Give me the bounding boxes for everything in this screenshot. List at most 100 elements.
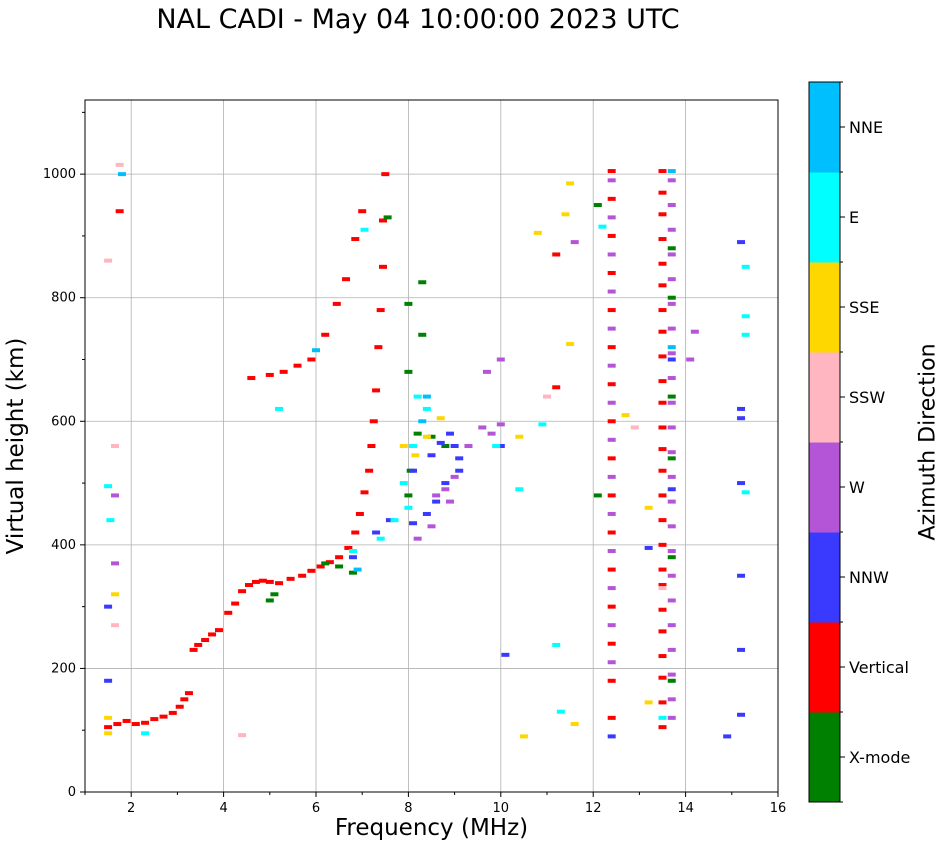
colorbar-segment-sse (809, 262, 840, 353)
data-point (658, 354, 667, 359)
data-point (607, 586, 616, 591)
data-point (658, 400, 667, 405)
data-point (104, 484, 113, 489)
data-point (358, 209, 367, 214)
data-point (251, 579, 260, 584)
data-point (607, 660, 616, 665)
x-tick-label: 10 (493, 801, 510, 816)
data-point (189, 647, 198, 652)
data-point (275, 406, 284, 411)
y-tick-label: 800 (51, 291, 76, 306)
data-point (422, 511, 431, 516)
data-point (409, 521, 418, 526)
data-point (658, 607, 667, 612)
data-point (270, 592, 279, 597)
data-point (111, 623, 120, 628)
data-point (404, 493, 413, 498)
y-axis-label: Virtual height (km) (3, 337, 29, 555)
data-point (607, 715, 616, 720)
data-point (658, 700, 667, 705)
data-point (376, 536, 385, 541)
azimuth-colorbar: X-mode Vertical NNW W SSW SSE E NNE (808, 81, 910, 803)
data-point (607, 530, 616, 535)
data-point (621, 413, 630, 418)
data-point (658, 329, 667, 334)
data-point (607, 549, 616, 554)
data-point (667, 394, 676, 399)
data-point (667, 672, 676, 677)
data-point (658, 283, 667, 288)
data-point (381, 172, 390, 177)
data-point (104, 258, 113, 263)
data-point (741, 490, 750, 495)
data-point (538, 422, 547, 427)
data-point (566, 181, 575, 186)
data-point (737, 481, 746, 486)
data-point (658, 629, 667, 634)
data-point (159, 714, 168, 719)
data-point (450, 444, 459, 448)
data-point (335, 564, 344, 569)
data-point (293, 363, 302, 368)
data-point (275, 581, 284, 586)
data-point (667, 623, 676, 628)
data-point (644, 505, 653, 510)
data-point (413, 536, 422, 541)
y-tick-label: 400 (51, 538, 76, 553)
data-point (658, 212, 667, 217)
data-point (667, 598, 676, 603)
data-point (224, 610, 233, 615)
data-point (658, 542, 667, 547)
x-tick-label: 4 (219, 801, 227, 816)
data-point (690, 329, 699, 334)
data-point (607, 734, 616, 739)
data-point (409, 444, 418, 448)
colorbar-label-w: W (849, 478, 865, 497)
data-point (367, 444, 376, 448)
data-point (607, 326, 616, 331)
data-point (667, 474, 676, 479)
data-point (667, 351, 676, 356)
colorbar-segment-nnw (809, 532, 840, 623)
colorbar-label-sse: SSE (849, 298, 879, 317)
series-x-mode (265, 203, 676, 683)
data-point (667, 203, 676, 208)
data-point (658, 493, 667, 498)
data-point (658, 379, 667, 384)
data-point (279, 369, 288, 374)
data-point (667, 345, 676, 350)
data-point (378, 218, 387, 223)
data-point (332, 301, 341, 306)
series-sse (104, 181, 653, 739)
data-point (265, 598, 274, 603)
data-point (141, 720, 150, 725)
x-tick-label: 16 (770, 801, 787, 816)
data-point (231, 601, 240, 606)
data-point (122, 718, 131, 723)
data-point (344, 545, 353, 550)
series-nnw (104, 240, 746, 739)
data-point (667, 178, 676, 183)
x-axis-label: Frequency (MHz) (334, 815, 529, 841)
y-tick-label: 0 (68, 785, 76, 800)
data-point (552, 385, 561, 390)
data-point (607, 474, 616, 479)
data-point (404, 301, 413, 306)
data-point (365, 468, 374, 473)
data-point (658, 190, 667, 195)
colorbar-segment-w (809, 442, 840, 533)
data-point (570, 240, 579, 245)
data-point (455, 456, 464, 461)
data-point (667, 647, 676, 652)
data-point (667, 697, 676, 702)
data-point (556, 709, 565, 714)
data-point (478, 425, 487, 430)
data-point (348, 549, 357, 554)
data-point (667, 376, 676, 381)
data-point (399, 444, 408, 448)
data-point (432, 499, 441, 504)
data-point (286, 576, 295, 581)
colorbar-label-x-mode: X-mode (849, 748, 910, 767)
data-point (658, 715, 667, 720)
